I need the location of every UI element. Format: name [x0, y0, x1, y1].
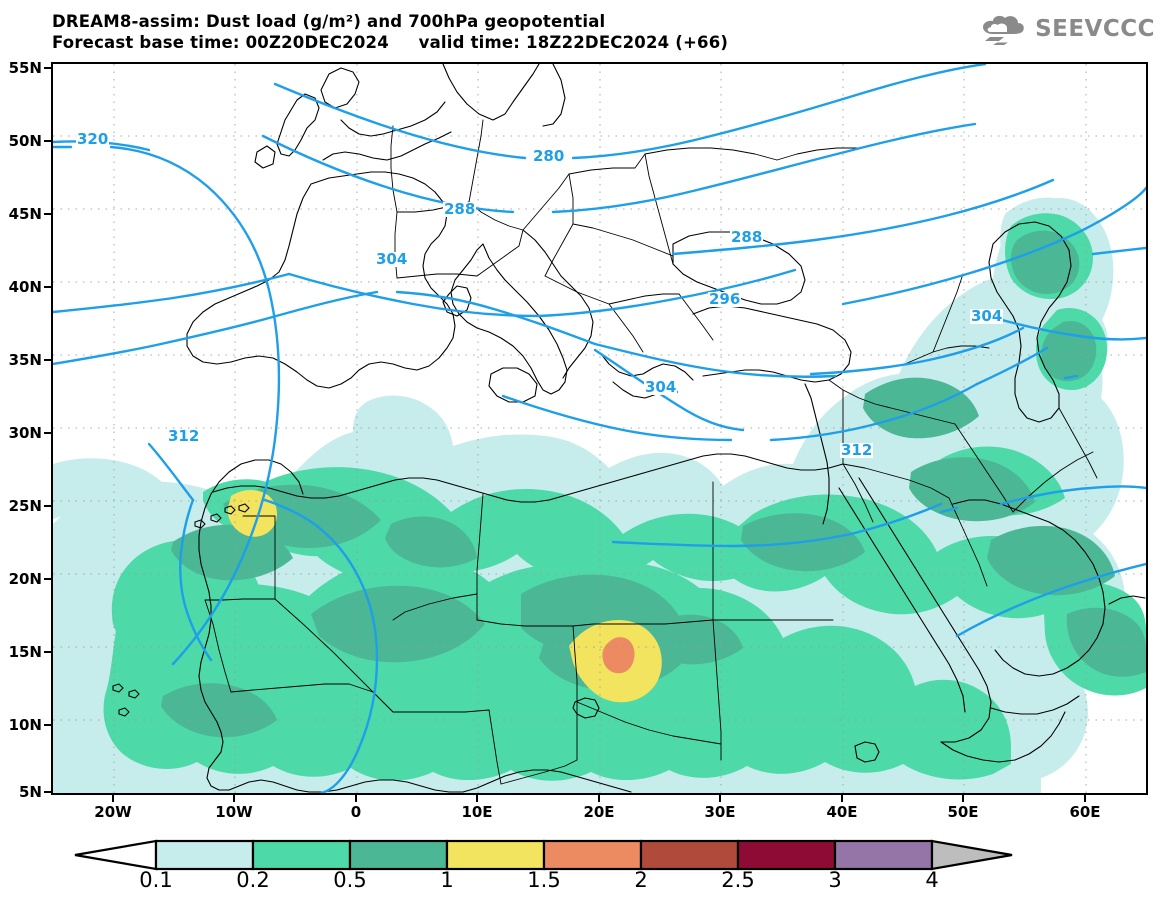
- chart-header: DREAM8-assim: Dust load (g/m²) and 700hP…: [0, 0, 1165, 58]
- colorbar-label-0.2: 0.2: [236, 868, 270, 892]
- dust-load-contour-fills: [53, 197, 1146, 793]
- x-tick-label-30E: 30E: [704, 803, 736, 821]
- colorbar-swatch-3-4: [833, 839, 934, 871]
- contour-label-312-east: 312: [840, 441, 874, 459]
- y-tick-label-40N: 40N: [8, 278, 42, 296]
- x-tick-label-10W: 10W: [215, 803, 253, 821]
- x-tick-label-20W: 20W: [94, 803, 132, 821]
- map-plot-area: 320 280 288 288 296 304 304 304 312 312: [51, 62, 1148, 795]
- y-tick-label-45N: 45N: [8, 205, 42, 223]
- contour-label-280: 280: [532, 147, 566, 165]
- page-title: DREAM8-assim: Dust load (g/m²) and 700hP…: [52, 12, 606, 31]
- lat-lon-gridlines: [53, 64, 1146, 793]
- colorbar-label-0.1: 0.1: [139, 868, 173, 892]
- y-tick-label-20N: 20N: [8, 570, 42, 588]
- x-tick-label-40E: 40E: [826, 803, 858, 821]
- colorbar-label-4: 4: [925, 868, 939, 892]
- dust-load-map: [53, 64, 1146, 793]
- x-tick-label-0: 0: [350, 803, 362, 821]
- forecast-time-subtitle: Forecast base time: 00Z20DEC2024 valid t…: [52, 33, 729, 52]
- contour-label-304-west: 304: [375, 250, 409, 268]
- x-tick-label-50E: 50E: [947, 803, 979, 821]
- colorbar-swatch-0.2-0.5: [251, 839, 352, 871]
- y-tick-label-55N: 55N: [8, 59, 42, 77]
- y-tick-label-5N: 5N: [19, 783, 42, 801]
- seevccc-logo: SEEVCCC: [977, 12, 1155, 46]
- x-tick-label-60E: 60E: [1069, 803, 1101, 821]
- colorbar-label-0.5: 0.5: [333, 868, 367, 892]
- colorbar-swatches: [74, 839, 1013, 871]
- y-tick-label-25N: 25N: [8, 497, 42, 515]
- geopotential-contour-lines: [53, 64, 1146, 793]
- y-tick-label-15N: 15N: [8, 643, 42, 661]
- colorbar-swatch-1-1.5: [445, 839, 546, 871]
- colorbar-label-1.5: 1.5: [527, 868, 561, 892]
- y-tick-label-10N: 10N: [8, 716, 42, 734]
- colorbar-label-2: 2: [634, 868, 648, 892]
- colorbar-swatch-0.5-1: [348, 839, 449, 871]
- y-tick-label-30N: 30N: [8, 424, 42, 442]
- contour-label-288-east: 288: [730, 228, 764, 246]
- colorbar-swatch-over: [930, 839, 1013, 871]
- coastlines-and-borders: [112, 64, 1146, 793]
- colorbar: 0.1 0.2 0.5 1 1.5 2 2.5 3 4: [0, 838, 1165, 907]
- y-tick-label-50N: 50N: [8, 132, 42, 150]
- colorbar-label-1: 1: [440, 868, 454, 892]
- y-tick-label-35N: 35N: [8, 351, 42, 369]
- contour-label-288-west: 288: [443, 200, 477, 218]
- contour-label-320: 320: [76, 130, 110, 148]
- contour-label-304-east: 304: [970, 307, 1004, 325]
- logo-text: SEEVCCC: [1035, 16, 1155, 42]
- x-tick-label-20E: 20E: [583, 803, 615, 821]
- colorbar-label-3: 3: [828, 868, 842, 892]
- colorbar-swatch-0.1-0.2: [154, 839, 255, 871]
- colorbar-swatch-2-2.5: [639, 839, 740, 871]
- colorbar-swatch-2.5-3: [736, 839, 837, 871]
- colorbar-swatch-under: [74, 839, 158, 871]
- x-tick-label-10E: 10E: [461, 803, 493, 821]
- contour-label-312-west: 312: [167, 427, 201, 445]
- contour-label-296: 296: [708, 290, 742, 308]
- colorbar-swatch-1.5-2: [542, 839, 643, 871]
- contour-label-304-mid: 304: [644, 378, 678, 396]
- cloud-wind-icon: [983, 15, 1024, 45]
- colorbar-label-2.5: 2.5: [721, 868, 755, 892]
